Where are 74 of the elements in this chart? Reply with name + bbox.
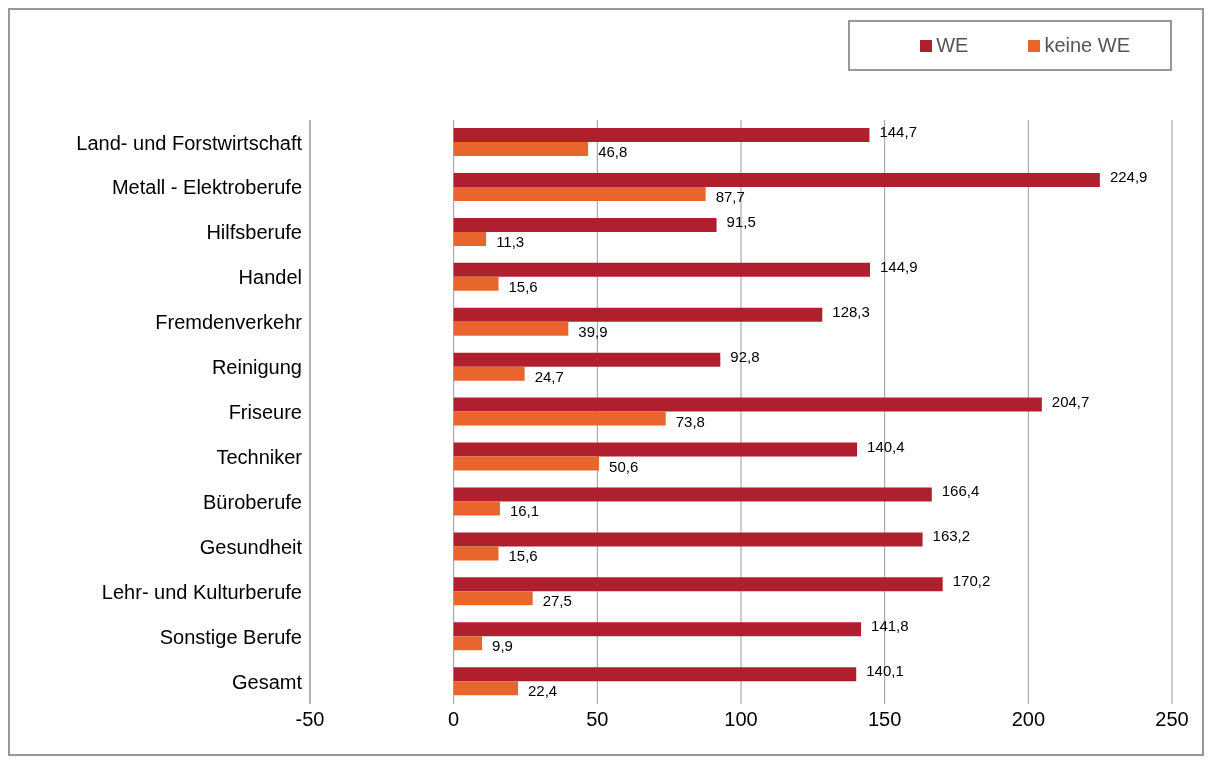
y-tick-label: Handel xyxy=(238,266,302,289)
bar xyxy=(453,532,923,547)
data-label: 140,4 xyxy=(867,437,905,455)
data-label: 27,5 xyxy=(542,592,572,610)
data-label: 141,8 xyxy=(871,617,909,635)
bar xyxy=(453,321,569,336)
bar xyxy=(453,128,870,143)
bar xyxy=(453,231,487,246)
bar xyxy=(453,456,600,471)
data-label: 170,2 xyxy=(952,572,991,590)
bar xyxy=(453,577,943,592)
data-label: 15,6 xyxy=(508,547,538,565)
data-label: 11,3 xyxy=(496,232,525,250)
data-label: 39,9 xyxy=(578,322,608,340)
bar xyxy=(453,487,932,502)
data-label: 24,7 xyxy=(534,367,564,385)
y-tick-label: Büroberufe xyxy=(203,490,302,513)
data-label: 128,3 xyxy=(832,302,870,320)
x-tick-label: -50 xyxy=(295,708,325,731)
bar xyxy=(453,636,483,651)
y-tick-label: Metall - Elektroberufe xyxy=(111,176,302,199)
data-label: 50,6 xyxy=(609,457,639,475)
bar xyxy=(453,411,666,426)
bar xyxy=(453,667,857,682)
data-label: 73,8 xyxy=(675,412,705,430)
y-tick-label: Gesamt xyxy=(231,670,303,693)
bar xyxy=(453,501,500,516)
data-label: 144,9 xyxy=(880,257,918,275)
y-tick-label: Reinigung xyxy=(211,356,302,379)
y-tick-label: Techniker xyxy=(216,446,303,469)
y-tick-label: Gesundheit xyxy=(199,535,303,558)
data-label: 224,9 xyxy=(1109,167,1148,185)
data-label: 166,4 xyxy=(941,482,980,500)
bar xyxy=(453,397,1042,412)
y-tick-label: Fremdenverkehr xyxy=(155,311,303,334)
legend-label: keine WE xyxy=(1043,34,1130,57)
y-tick-label: Land- und Forstwirtschaft xyxy=(76,131,303,154)
bar xyxy=(453,217,717,232)
data-label: 87,7 xyxy=(715,187,745,205)
x-tick-label: 50 xyxy=(586,708,609,731)
y-tick-label: Friseure xyxy=(228,401,302,424)
bar xyxy=(453,442,858,457)
data-label: 140,1 xyxy=(866,662,904,680)
y-tick-label: Hilfsberufe xyxy=(206,221,302,244)
bar xyxy=(453,173,1100,188)
x-tick-label: 150 xyxy=(867,708,902,731)
x-tick-label: 0 xyxy=(448,708,460,731)
bar xyxy=(453,352,721,367)
y-tick-label: Sonstige Berufe xyxy=(159,625,302,648)
x-tick-label: 100 xyxy=(724,708,758,731)
bar xyxy=(453,622,862,637)
x-tick-label: 250 xyxy=(1155,708,1189,731)
data-label: 92,8 xyxy=(730,347,760,365)
data-label: 144,7 xyxy=(879,123,917,141)
y-tick-label: Lehr- und Kulturberufe xyxy=(101,580,302,603)
bar xyxy=(453,591,533,606)
data-label: 204,7 xyxy=(1051,392,1090,410)
bar xyxy=(453,681,519,696)
bar xyxy=(453,546,499,561)
data-label: 15,6 xyxy=(508,277,538,295)
data-label: 16,1 xyxy=(509,502,540,520)
bar xyxy=(453,187,706,202)
x-tick-label: 200 xyxy=(1011,708,1046,731)
bar xyxy=(453,307,823,322)
bar xyxy=(453,262,871,277)
bar xyxy=(453,142,589,157)
bar xyxy=(453,366,525,381)
data-label: 91,5 xyxy=(726,212,756,230)
data-label: 163,2 xyxy=(932,527,971,545)
data-label: 22,4 xyxy=(528,682,558,700)
data-label: 46,8 xyxy=(598,143,628,161)
data-label: 9,9 xyxy=(492,637,513,655)
bar xyxy=(453,276,499,291)
legend-label: WE xyxy=(935,34,969,57)
